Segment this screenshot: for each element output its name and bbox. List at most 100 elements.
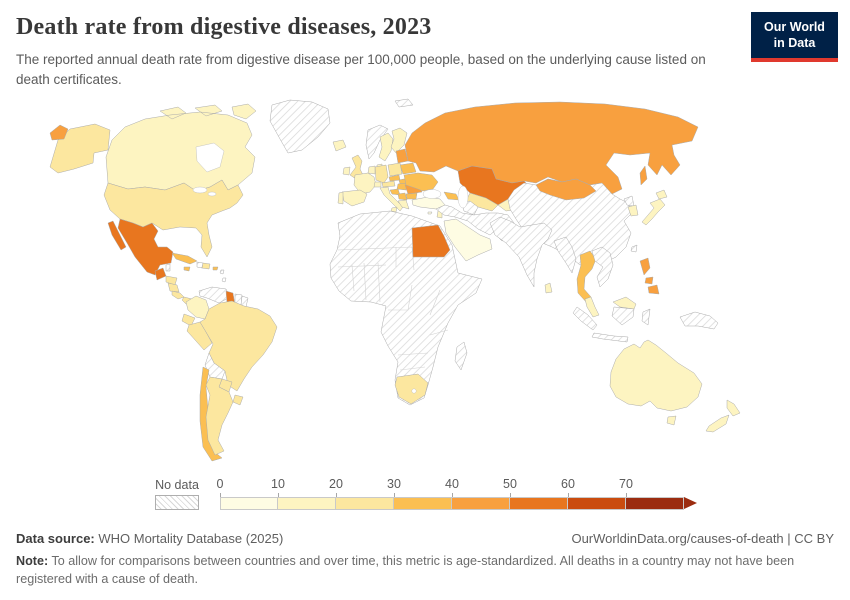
- data-source-label: Data source:: [16, 531, 95, 546]
- country-bulgaria[interactable]: [405, 192, 418, 200]
- world-map: [0, 95, 850, 475]
- country-cyprus[interactable]: [427, 211, 433, 215]
- chart-header: Death rate from digestive diseases, 2023…: [16, 14, 740, 89]
- country-indochina[interactable]: [591, 246, 614, 288]
- footnote-text: To allow for comparisons between countri…: [16, 554, 795, 586]
- country-ireland[interactable]: [342, 166, 351, 176]
- legend-bin-5[interactable]: [510, 497, 568, 510]
- legend-bin-7[interactable]: [626, 497, 684, 510]
- country-serbia[interactable]: [397, 192, 408, 201]
- legend-tick-label-60: 60: [561, 477, 575, 491]
- legend-tick-mark: [220, 493, 221, 497]
- data-source: Data source: WHO Mortality Database (202…: [16, 531, 283, 546]
- country-uruguay[interactable]: [232, 394, 244, 406]
- legend-tick-mark: [278, 493, 279, 497]
- legend-bin-3[interactable]: [394, 497, 452, 510]
- country-finland[interactable]: [390, 127, 408, 154]
- country-switzerland[interactable]: [373, 181, 382, 188]
- legend-segments: [220, 493, 698, 510]
- country-nicaragua[interactable]: [167, 282, 180, 293]
- legend-colorbar: 0 10 20 30 40 50 60 70: [216, 477, 698, 510]
- country-brazil[interactable]: [199, 300, 278, 392]
- country-south-korea[interactable]: [627, 204, 639, 217]
- country-madagascar[interactable]: [454, 341, 468, 371]
- country-iceland[interactable]: [332, 139, 347, 152]
- country-venezuela[interactable]: [198, 286, 231, 304]
- no-data-label: No data: [155, 478, 199, 492]
- legend-bin-6[interactable]: [568, 497, 626, 510]
- legend-tick-mark: [510, 493, 511, 497]
- country-malaysia[interactable]: [584, 296, 637, 318]
- country-portugal[interactable]: [337, 191, 344, 205]
- country-cuba[interactable]: [171, 252, 198, 265]
- legend-bin-1[interactable]: [278, 497, 336, 510]
- country-jamaica[interactable]: [183, 266, 191, 272]
- legend-bin-2[interactable]: [336, 497, 394, 510]
- citation-link[interactable]: OurWorldinData.org/causes-of-death | CC …: [571, 531, 834, 546]
- chart-footer: Data source: WHO Mortality Database (202…: [16, 531, 834, 589]
- black-sea: [422, 189, 442, 199]
- legend-tick-mark: [336, 493, 337, 497]
- country-philippines[interactable]: [639, 257, 660, 295]
- data-source-text: WHO Mortality Database (2025): [94, 531, 284, 546]
- country-sri-lanka[interactable]: [544, 282, 553, 294]
- country-taiwan[interactable]: [630, 244, 638, 253]
- country-argentina[interactable]: [205, 376, 234, 456]
- country-belize[interactable]: [165, 263, 171, 272]
- country-japan[interactable]: [641, 189, 668, 226]
- country-russia[interactable]: [49, 101, 699, 195]
- country-indonesia[interactable]: [572, 306, 651, 343]
- country-austria[interactable]: [381, 180, 396, 188]
- country-myanmar[interactable]: [553, 236, 577, 274]
- legend-tick-label-0: 0: [216, 477, 224, 491]
- legend-tick-label-20: 20: [329, 477, 343, 491]
- owid-logo[interactable]: Our World in Data: [751, 12, 838, 62]
- country-hungary[interactable]: [396, 182, 408, 191]
- country-france[interactable]: [353, 172, 377, 195]
- legend-bin-0[interactable]: [220, 497, 278, 510]
- country-poland[interactable]: [387, 162, 403, 177]
- country-mexico[interactable]: [107, 218, 174, 276]
- country-egypt[interactable]: [411, 224, 451, 258]
- country-arabian-peninsula[interactable]: [443, 218, 493, 262]
- country-india[interactable]: [489, 216, 553, 288]
- country-spain[interactable]: [341, 189, 368, 207]
- country-greece[interactable]: [397, 199, 410, 210]
- country-belarus[interactable]: [399, 162, 417, 175]
- country-lesser-antilles[interactable]: [219, 269, 227, 283]
- country-puerto-rico[interactable]: [212, 266, 219, 271]
- country-new-zealand[interactable]: [705, 399, 741, 433]
- country-greenland[interactable]: [269, 99, 331, 154]
- legend-tick-labels: 0 10 20 30 40 50 60 70: [216, 477, 698, 494]
- country-sweden[interactable]: [378, 132, 394, 162]
- country-mongolia[interactable]: [535, 178, 597, 201]
- world-map-svg: [49, 98, 741, 462]
- hudson-bay: [195, 142, 225, 173]
- country-costa-rica[interactable]: [171, 290, 185, 300]
- country-canada[interactable]: [105, 103, 257, 192]
- country-ukraine[interactable]: [403, 172, 439, 192]
- legend-no-data: No data: [155, 478, 199, 510]
- map-legend: No data 0 10 20 30 40 50 60 70: [155, 477, 698, 510]
- legend-arrow: [684, 497, 697, 509]
- country-germany[interactable]: [374, 164, 389, 184]
- no-data-swatch[interactable]: [155, 495, 199, 510]
- lesotho-gap: [411, 388, 417, 394]
- country-africa-no-data[interactable]: [329, 210, 483, 406]
- country-australia[interactable]: [609, 339, 703, 426]
- owid-logo-accent-bar: [751, 57, 838, 62]
- country-caucasus[interactable]: [443, 191, 460, 201]
- country-benelux[interactable]: [367, 165, 376, 175]
- country-south-africa[interactable]: [394, 373, 429, 405]
- page-title: Death rate from digestive diseases, 2023: [16, 14, 432, 40]
- legend-bin-4[interactable]: [452, 497, 510, 510]
- legend-tick-label-40: 40: [445, 477, 459, 491]
- legend-tick-mark: [394, 493, 395, 497]
- legend-tick-label-50: 50: [503, 477, 517, 491]
- country-dominican-republic[interactable]: [201, 262, 211, 270]
- country-papua-new-guinea[interactable]: [679, 311, 719, 330]
- page-subtitle: The reported annual death rate from dige…: [16, 52, 706, 87]
- owid-logo-line1: Our World: [764, 20, 825, 34]
- country-norway[interactable]: [365, 98, 414, 160]
